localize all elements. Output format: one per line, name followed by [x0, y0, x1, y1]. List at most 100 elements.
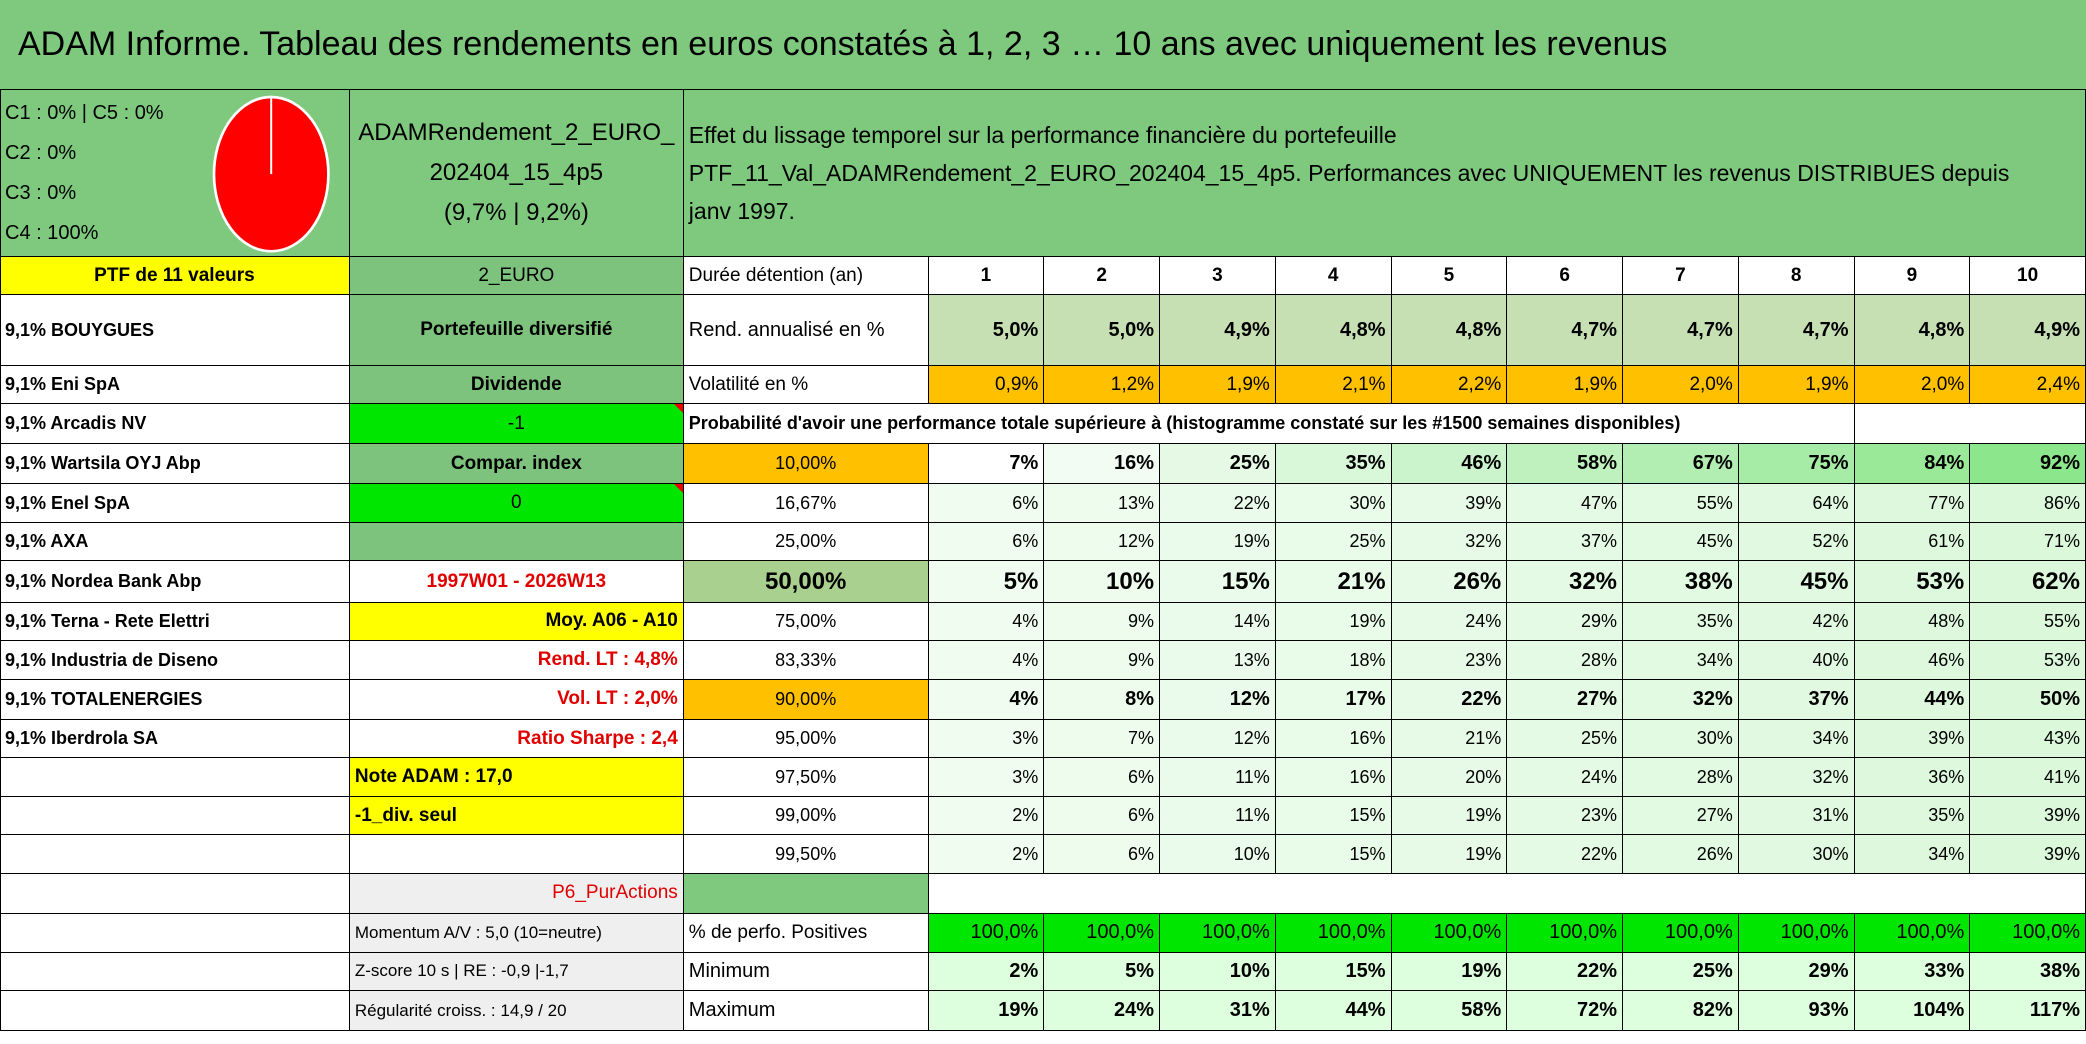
text-line: janv 1997.	[688, 198, 795, 225]
text-line: 202404_15_4p5	[429, 159, 604, 187]
horizon: 3	[1160, 256, 1276, 296]
probability-value: 25%	[1160, 444, 1276, 485]
empty-cell	[683, 874, 929, 914]
probability-value: 61%	[1854, 522, 1971, 562]
threshold: 83,33%	[683, 641, 929, 680]
holding: 9,1% BOUYGUES	[0, 295, 350, 366]
text-line: C2 : 0%	[5, 142, 77, 165]
holding: 9,1% Iberdrola SA	[0, 719, 350, 759]
probability-value: 39%	[1970, 835, 2086, 875]
empty-cell	[0, 835, 350, 875]
horizon: 6	[1507, 256, 1624, 296]
horizon: 10	[1970, 256, 2086, 296]
empty-cell	[0, 796, 350, 836]
probability-value: 12%	[1160, 679, 1276, 720]
info-long-term-vol: Vol. LT : 2,0%	[349, 679, 684, 720]
description: Effet du lissage temporel sur la perform…	[683, 90, 2086, 257]
probability-value: 44%	[1854, 679, 1971, 720]
value-cell: 44%	[1275, 991, 1392, 1032]
value-cell: 100,0%	[1160, 913, 1276, 953]
row-label: Volatilité en %	[683, 365, 929, 405]
text-line: (9,7% | 9,2%)	[443, 199, 589, 227]
value-cell: 2%	[928, 952, 1045, 992]
info-dividend-value: -1	[349, 404, 684, 445]
info-currency: 2_EURO	[349, 256, 684, 296]
value-cell: 1,9%	[1738, 365, 1855, 405]
duration-label: Durée détention (an)	[683, 256, 929, 296]
text-line: C4 : 100%	[5, 222, 99, 245]
text-line: C1 : 0% | C5 : 0%	[5, 102, 164, 125]
value-cell: 25%	[1623, 952, 1739, 992]
probability-value: 34%	[1738, 719, 1855, 759]
probability-value: 16%	[1275, 758, 1392, 797]
value-cell: 82%	[1623, 991, 1739, 1032]
value-cell: 1,9%	[1160, 365, 1276, 405]
probability-value: 40%	[1738, 641, 1855, 680]
info-average: Moy. A06 - A10	[349, 602, 684, 642]
probability-value: 25%	[1507, 719, 1624, 759]
horizon: 9	[1854, 256, 1971, 296]
probability-value: 13%	[1160, 641, 1276, 680]
value-cell: 10%	[1160, 952, 1276, 992]
horizon: 4	[1275, 256, 1392, 296]
value-cell: 72%	[1507, 991, 1624, 1032]
value-cell: 15%	[1275, 952, 1392, 992]
probability-value: 32%	[1391, 522, 1508, 562]
probability-value: 3%	[928, 719, 1045, 759]
probability-value: 43%	[1970, 719, 2086, 759]
probability-value: 23%	[1507, 796, 1624, 836]
info-regularity: Régularité croiss. : 14,9 / 20	[349, 991, 684, 1032]
empty-cell	[0, 952, 350, 992]
probability-value: 27%	[1507, 679, 1624, 720]
value-cell: 100,0%	[1507, 913, 1624, 953]
probability-value: 86%	[1970, 484, 2086, 523]
value-cell: 1,9%	[1507, 365, 1624, 405]
holding: 9,1% Terna - Rete Elettri	[0, 602, 350, 642]
text-line: C3 : 0%	[5, 182, 77, 205]
probability-value: 16%	[1275, 719, 1392, 759]
probability-value: 25%	[1275, 522, 1392, 562]
info-index-label: Compar. index	[349, 444, 684, 485]
value-cell: 4,9%	[1970, 295, 2086, 366]
title-bar: ADAM Informe. Tableau des rendements en …	[0, 0, 2086, 91]
probability-value: 46%	[1854, 641, 1971, 680]
value-cell: 100,0%	[1854, 913, 1971, 953]
horizon: 8	[1738, 256, 1855, 296]
probability-value: 50%	[1970, 679, 2086, 720]
probability-value: 17%	[1275, 679, 1392, 720]
value-cell: 4,7%	[1507, 295, 1624, 366]
probability-value: 31%	[1738, 796, 1855, 836]
probability-value: 21%	[1391, 719, 1508, 759]
probability-value: 5%	[928, 561, 1045, 603]
probability-value: 62%	[1970, 561, 2086, 603]
probability-value: 55%	[1623, 484, 1739, 523]
probability-value: 92%	[1970, 444, 2086, 485]
probability-value: 2%	[928, 835, 1045, 875]
probability-value: 32%	[1738, 758, 1855, 797]
info-momentum: Momentum A/V : 5,0 (10=neutre)	[349, 913, 684, 953]
probability-value: 55%	[1970, 602, 2086, 642]
value-cell: 58%	[1391, 991, 1508, 1032]
threshold: 50,00%	[683, 561, 929, 603]
info-type: Portefeuille diversifié	[349, 295, 684, 366]
value-cell: 100,0%	[1391, 913, 1508, 953]
probability-value: 64%	[1738, 484, 1855, 523]
probability-value: 27%	[1623, 796, 1739, 836]
probability-value: 48%	[1854, 602, 1971, 642]
probability-value: 9%	[1044, 602, 1161, 642]
probability-value: 32%	[1507, 561, 1624, 603]
value-cell: 4,8%	[1391, 295, 1508, 366]
value-cell: 2,0%	[1623, 365, 1739, 405]
value-cell: 4,7%	[1623, 295, 1739, 366]
probability-value: 6%	[1044, 835, 1161, 875]
probability-value: 30%	[1738, 835, 1855, 875]
value-cell: 19%	[1391, 952, 1508, 992]
probability-value: 45%	[1623, 522, 1739, 562]
value-cell: 2,4%	[1970, 365, 2086, 405]
probability-value: 6%	[928, 484, 1045, 523]
row-label: Maximum	[683, 991, 929, 1032]
pie-icon	[212, 95, 330, 253]
value-cell: 0,9%	[928, 365, 1045, 405]
probability-value: 22%	[1507, 835, 1624, 875]
probability-value: 32%	[1623, 679, 1739, 720]
